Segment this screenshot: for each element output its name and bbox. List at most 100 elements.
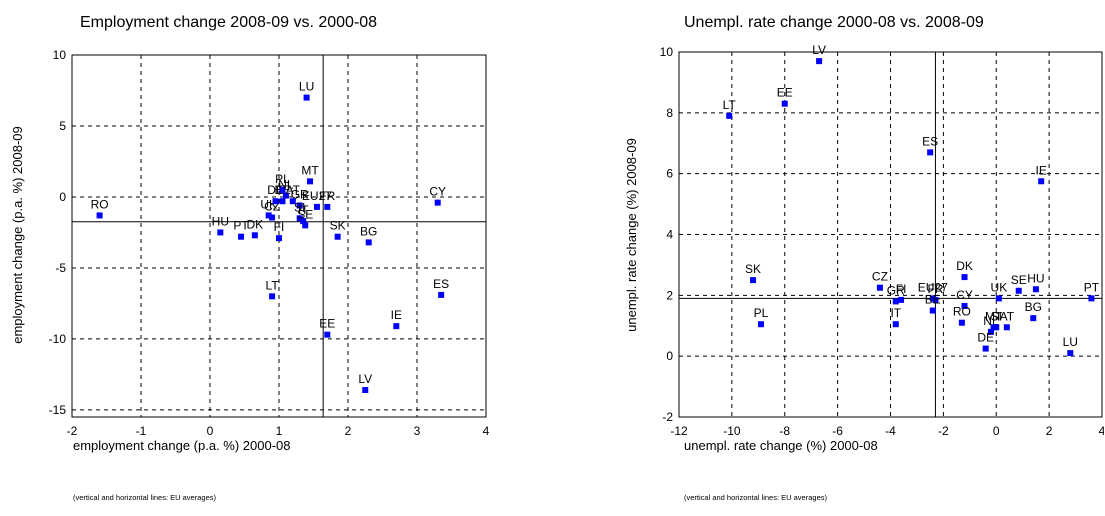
point-label: BG bbox=[1025, 300, 1042, 314]
point-label: FR bbox=[927, 282, 943, 296]
point-label: PT bbox=[1084, 280, 1100, 294]
data-point bbox=[898, 296, 905, 303]
point-label: AT bbox=[1000, 309, 1015, 323]
y-tick-label: -15 bbox=[49, 403, 67, 417]
y-tick-label: 4 bbox=[666, 228, 673, 242]
point-label: LT bbox=[723, 98, 737, 112]
data-point bbox=[958, 319, 965, 326]
x-tick-label: 1 bbox=[276, 424, 283, 438]
data-point bbox=[434, 199, 441, 206]
y-tick-label: 10 bbox=[53, 48, 67, 62]
point-label: GR bbox=[291, 187, 309, 201]
plot-frame bbox=[71, 54, 487, 418]
data-point bbox=[279, 186, 286, 193]
data-point bbox=[96, 212, 103, 219]
data-point bbox=[269, 293, 276, 300]
x-axis-label: unempl. rate change (%) 2000-08 bbox=[684, 438, 878, 453]
point-label: DK bbox=[956, 259, 973, 273]
y-axis-label: unempl. rate change (%) 2008-09 bbox=[624, 138, 639, 332]
point-label: MT bbox=[985, 309, 1003, 323]
point-label: SK bbox=[330, 219, 346, 233]
data-point bbox=[302, 222, 309, 229]
x-tick-label: 2 bbox=[345, 424, 352, 438]
data-point bbox=[269, 214, 276, 221]
data-point bbox=[982, 345, 989, 352]
chart-title: Employment change 2008-09 vs. 2000-08 bbox=[80, 14, 377, 31]
data-point bbox=[987, 328, 994, 335]
y-tick-label: 5 bbox=[59, 119, 66, 133]
data-point bbox=[272, 198, 279, 205]
point-label: HU bbox=[212, 214, 229, 228]
point-label: PL bbox=[754, 306, 769, 320]
data-point bbox=[334, 233, 341, 240]
point-label: SK bbox=[745, 262, 761, 276]
point-label: DE bbox=[267, 183, 284, 197]
point-label: CY bbox=[429, 185, 446, 199]
x-tick-label: 2 bbox=[1046, 424, 1053, 438]
point-label: PL bbox=[275, 172, 290, 186]
point-label: RO bbox=[91, 197, 109, 211]
footnote: (vertical and horizontal lines: EU avera… bbox=[684, 493, 827, 502]
data-point bbox=[393, 323, 400, 330]
x-tick-label: -2 bbox=[67, 424, 78, 438]
x-tick-label: 4 bbox=[1099, 424, 1104, 438]
point-label: DK bbox=[247, 217, 264, 231]
y-tick-label: -10 bbox=[49, 332, 67, 346]
point-label: HU bbox=[1027, 271, 1044, 285]
point-label: SI bbox=[294, 200, 305, 214]
data-point bbox=[300, 218, 307, 225]
employment-change-plot: Employment change 2008-09 vs. 2000-08 em… bbox=[10, 14, 490, 502]
point-label: PT bbox=[233, 219, 249, 233]
data-point bbox=[303, 94, 310, 101]
footnote: (vertical and horizontal lines: EU avera… bbox=[73, 493, 216, 502]
y-tick-label: 0 bbox=[666, 349, 673, 363]
data-point bbox=[892, 298, 899, 305]
data-point bbox=[892, 321, 899, 328]
data-point bbox=[1067, 350, 1074, 357]
data-point bbox=[324, 203, 331, 210]
point-label: IT bbox=[298, 203, 309, 217]
data-point bbox=[313, 203, 320, 210]
point-label: RO bbox=[953, 305, 971, 319]
point-label: UK bbox=[991, 280, 1008, 294]
data-point bbox=[927, 149, 934, 156]
x-tick-label: -10 bbox=[723, 424, 741, 438]
point-label: SE bbox=[1011, 273, 1027, 287]
data-point bbox=[1088, 295, 1095, 302]
point-label: CZ bbox=[872, 270, 888, 284]
point-label: AT bbox=[286, 183, 301, 197]
y-tick-label: -5 bbox=[55, 261, 66, 275]
point-label: MT bbox=[301, 163, 319, 177]
data-point bbox=[750, 277, 757, 284]
point-label: EU27 bbox=[918, 280, 948, 294]
point-label: FR bbox=[319, 189, 335, 203]
point-label: DE bbox=[977, 331, 994, 345]
x-tick-label: 3 bbox=[414, 424, 421, 438]
data-point bbox=[816, 58, 823, 65]
data-point bbox=[365, 239, 372, 246]
x-tick-label: -2 bbox=[938, 424, 949, 438]
y-tick-label: 6 bbox=[666, 167, 673, 181]
point-label: ES bbox=[922, 134, 938, 148]
data-point bbox=[961, 302, 968, 309]
point-label: IE bbox=[391, 308, 402, 322]
data-point bbox=[995, 295, 1002, 302]
y-tick-label: 2 bbox=[666, 288, 673, 302]
point-label: FI bbox=[896, 282, 907, 296]
unemployment-rate-change-plot: Unempl. rate change 2000-08 vs. 2008-09 … bbox=[624, 14, 1104, 502]
y-axis-label: employment change (p.a. %) 2008-09 bbox=[10, 126, 25, 344]
data-point bbox=[1030, 315, 1037, 322]
point-label: SI bbox=[991, 309, 1002, 323]
chart-title: Unempl. rate change 2000-08 vs. 2008-09 bbox=[684, 14, 984, 31]
data-point bbox=[876, 284, 883, 291]
data-point bbox=[757, 321, 764, 328]
x-tick-label: -1 bbox=[136, 424, 147, 438]
data-point bbox=[217, 229, 224, 236]
point-label: LV bbox=[812, 43, 826, 57]
data-point bbox=[781, 100, 788, 107]
y-tick-label: 10 bbox=[660, 45, 674, 59]
point-label: LU bbox=[299, 80, 314, 94]
data-point bbox=[362, 387, 369, 394]
data-point bbox=[438, 291, 445, 298]
point-label: IE bbox=[1036, 163, 1047, 177]
